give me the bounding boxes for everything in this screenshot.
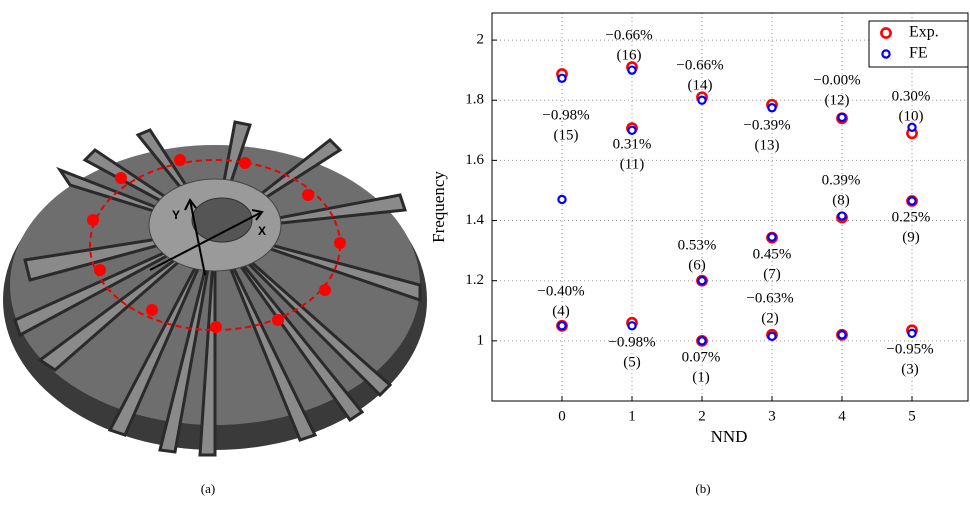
error-annotation: −0.66% (676, 57, 723, 73)
error-annotation: −0.40% (537, 283, 584, 299)
mode-annotation: (5) (623, 354, 641, 370)
mode-annotation: (2) (761, 310, 779, 326)
legend-marker (882, 50, 889, 57)
legend-label: FE (909, 45, 928, 62)
mode-annotation: (11) (620, 156, 644, 172)
error-annotation: −0.98% (542, 107, 589, 123)
mode-annotation: (13) (755, 137, 780, 153)
fe-marker (838, 331, 845, 338)
error-annotation: 0.39% (822, 172, 861, 188)
error-annotation: −0.66% (605, 27, 652, 43)
x-tick-label: 4 (838, 408, 846, 424)
x-tick-label: 1 (628, 408, 636, 424)
error-annotation: 0.53% (678, 237, 717, 253)
fe-marker (768, 233, 775, 240)
error-annotation: −0.00% (813, 72, 860, 88)
mode-annotation: (4) (552, 303, 570, 319)
mode-annotation: (15) (554, 127, 579, 143)
fe-marker (698, 97, 705, 104)
figure: X Y (a) (b) NND Frequency 1 1.2 1.4 1.6 1.8 2… (0, 0, 970, 503)
fe-marker (628, 127, 635, 134)
error-annotation: 0.25% (892, 209, 931, 225)
error-annotation: −0.98% (608, 334, 655, 350)
y-tick-label: 2 (477, 32, 485, 48)
error-annotation: −0.39% (743, 117, 790, 133)
y-tick-label: 1.6 (465, 152, 484, 168)
fe-marker (698, 277, 705, 284)
error-annotation: 0.45% (753, 246, 792, 262)
fe-marker (628, 322, 635, 329)
fe-marker (908, 197, 915, 204)
fe-marker (838, 212, 845, 219)
fe-marker (698, 337, 705, 344)
mode-annotation: (7) (763, 266, 781, 282)
error-annotation: 0.30% (892, 88, 931, 104)
axis-label-x: X (258, 224, 266, 238)
hub-bore (192, 198, 252, 242)
x-axis-label: NND (711, 427, 748, 446)
y-axis-label: Frequency (429, 171, 448, 243)
mode-annotation: (1) (692, 369, 710, 385)
mode-annotation: (8) (832, 192, 850, 208)
mode-annotation: (16) (617, 47, 642, 63)
x-tick-label: 5 (908, 408, 916, 424)
legend-label: Exp. (909, 24, 939, 41)
mode-annotation: (6) (688, 257, 706, 273)
error-annotation: −0.95% (886, 341, 933, 357)
mode-annotation: (10) (899, 108, 924, 124)
caption-a: (a) (201, 481, 215, 496)
x-tick-label: 2 (698, 408, 706, 424)
fe-marker (558, 75, 565, 82)
fe-marker (768, 333, 775, 340)
mode-annotation: (12) (825, 92, 850, 108)
fe-marker (558, 322, 565, 329)
error-annotation: 0.31% (613, 136, 652, 152)
fe-marker (838, 114, 845, 121)
mode-annotation: (9) (902, 229, 920, 245)
x-tick-label: 0 (558, 408, 566, 424)
y-tick-label: 1.2 (465, 272, 484, 288)
fe-marker (628, 67, 635, 74)
mode-annotation: (3) (901, 361, 919, 377)
fe-marker (908, 330, 915, 337)
fe-marker (768, 104, 775, 111)
axis-label-y: Y (172, 208, 180, 222)
x-tick-label: 3 (768, 408, 776, 424)
y-tick-label: 1 (477, 332, 485, 348)
impeller-illustration: X Y (3, 122, 427, 455)
fe-marker (558, 196, 565, 203)
error-annotation: −0.63% (746, 290, 793, 306)
legend-marker (881, 28, 890, 37)
mode-annotation: (14) (688, 77, 713, 93)
error-annotation: 0.07% (682, 349, 721, 365)
fe-marker (908, 124, 915, 131)
y-tick-label: 1.8 (465, 92, 484, 108)
y-tick-label: 1.4 (465, 212, 484, 228)
caption-b: (b) (695, 481, 710, 496)
